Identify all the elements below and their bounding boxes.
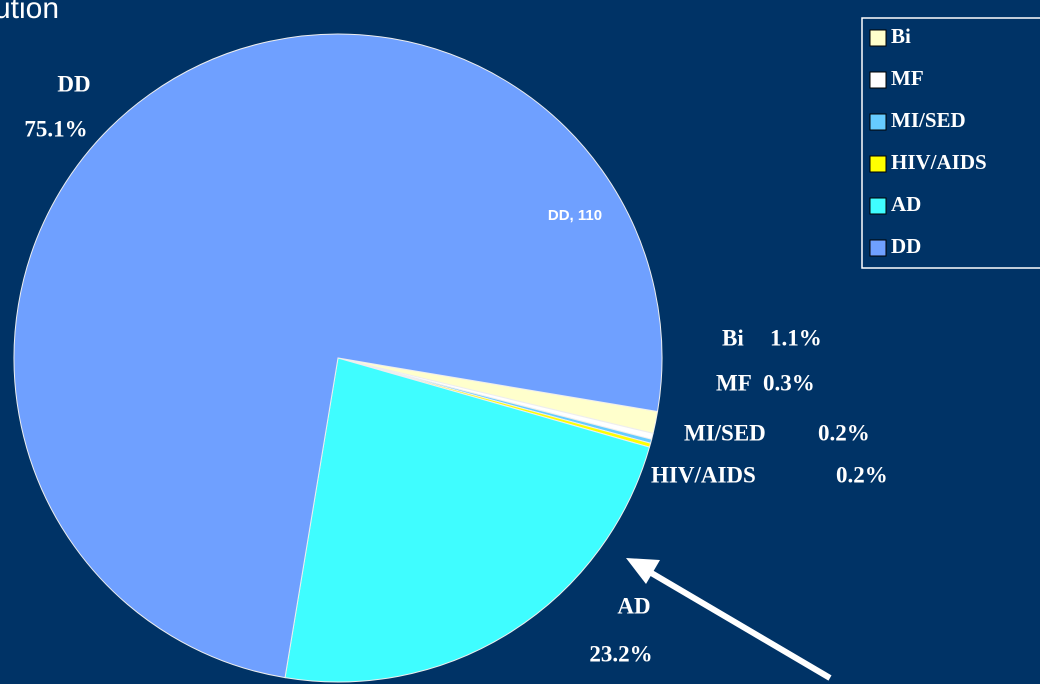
value-label: 23.2% [589, 641, 652, 666]
chart-title: ution [0, 0, 59, 25]
slice-name-label: AD [617, 593, 650, 618]
legend-label: MF [891, 66, 924, 90]
value-label: 0.3% [763, 370, 815, 395]
legend-label: MI/SED [891, 108, 966, 132]
legend-label: Bi [891, 24, 911, 48]
value-label: 0.2% [836, 462, 888, 487]
legend-label: HIV/AIDS [891, 150, 987, 174]
legend-swatch [869, 71, 887, 89]
slice-name-label: DD [57, 71, 90, 96]
pie-slice [13, 33, 663, 679]
legend-swatch [869, 155, 887, 173]
legend-label: DD [891, 234, 921, 258]
legend-swatch [869, 29, 887, 47]
arrow [626, 558, 832, 681]
value-label: 0.2% [818, 420, 870, 445]
legend-label: AD [891, 192, 921, 216]
legend-swatch [869, 239, 887, 257]
slice-name-label: MF [716, 370, 752, 395]
pie [13, 33, 663, 683]
slice-name-label: HIV/AIDS [651, 462, 756, 487]
value-label: 1.1% [770, 325, 822, 350]
legend-box [861, 17, 1040, 269]
legend-swatch [869, 197, 887, 215]
pie-slice [284, 357, 651, 683]
slice-name-label: Bi [722, 325, 744, 350]
arrow-shaft [646, 568, 832, 681]
slice-name-label: MI/SED [684, 420, 766, 445]
value-label: 75.1% [24, 116, 87, 141]
annotation: DD, 110 [548, 207, 602, 224]
legend: Bi MF MI/SED HIV/AIDS AD DD [869, 24, 987, 258]
arrow-head [626, 558, 660, 584]
legend-swatch [869, 113, 887, 131]
